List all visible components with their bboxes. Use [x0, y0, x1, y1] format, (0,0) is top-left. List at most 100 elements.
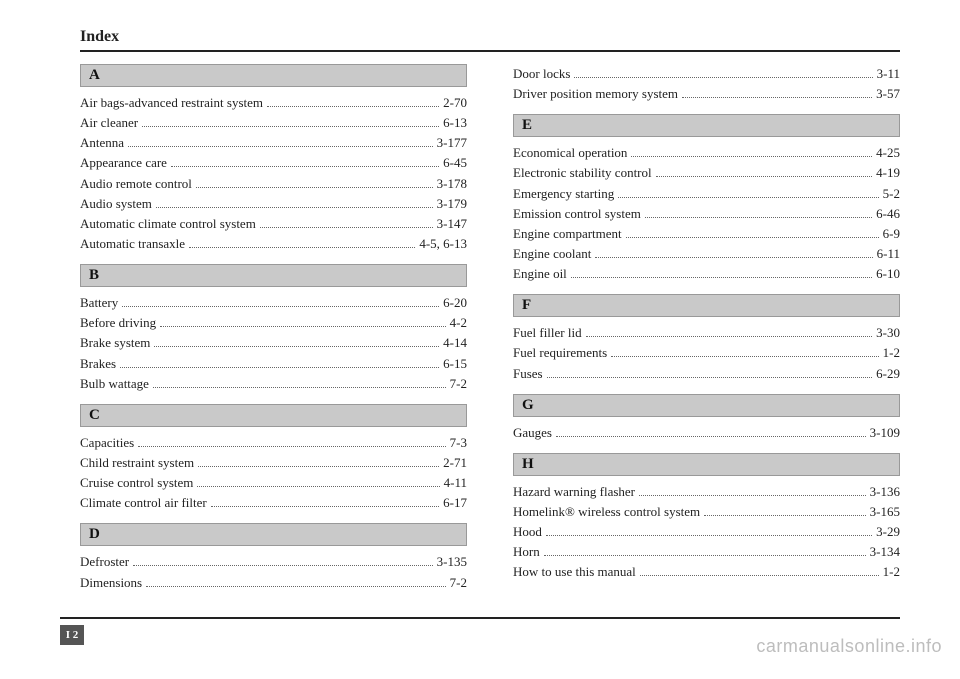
index-entry: Bulb wattage 7-2 — [80, 374, 467, 394]
entry-label: Fuel filler lid — [513, 323, 582, 343]
entry-leader-dots — [656, 176, 873, 177]
entry-leader-dots — [197, 486, 439, 487]
index-section: F Fuel filler lid 3-30Fuel requirements1-2… — [513, 294, 900, 383]
entry-leader-dots — [156, 207, 433, 208]
entry-leader-dots — [556, 436, 866, 437]
entry-page: 3-147 — [437, 214, 467, 234]
index-entry: Air cleaner 6-13 — [80, 113, 467, 133]
entry-leader-dots — [544, 555, 866, 556]
index-entry: Child restraint system 2-71 — [80, 453, 467, 473]
entry-leader-dots — [626, 237, 879, 238]
entry-label: How to use this manual — [513, 562, 636, 582]
entry-page: 6-45 — [443, 153, 467, 173]
entry-page: 2-70 — [443, 93, 467, 113]
entry-page: 7-3 — [450, 433, 467, 453]
index-entry: Engine coolant 6-11 — [513, 244, 900, 264]
entry-label: Antenna — [80, 133, 124, 153]
index-entry: Emergency starting5-2 — [513, 184, 900, 204]
entry-label: Brake system — [80, 333, 150, 353]
entry-leader-dots — [704, 515, 866, 516]
entry-leader-dots — [133, 565, 433, 566]
entry-leader-dots — [595, 257, 872, 258]
index-section: HHazard warning flasher3-136Homelink® wi… — [513, 453, 900, 583]
entry-label: Driver position memory system — [513, 84, 678, 104]
entry-page: 3-136 — [870, 482, 900, 502]
entry-page: 4-25 — [876, 143, 900, 163]
entry-page: 3-30 — [876, 323, 900, 343]
entry-label: Hood — [513, 522, 542, 542]
index-entry: Engine compartment6-9 — [513, 224, 900, 244]
entry-label: Audio system — [80, 194, 152, 214]
entry-label: Child restraint system — [80, 453, 194, 473]
entry-page: 4-14 — [443, 333, 467, 353]
index-section: Door locks3-11Driver position memory sys… — [513, 64, 900, 104]
entry-label: Automatic climate control system — [80, 214, 256, 234]
index-entry: Climate control air filter6-17 — [80, 493, 467, 513]
entry-label: Automatic transaxle — [80, 234, 185, 254]
entry-leader-dots — [631, 156, 872, 157]
watermark-text: carmanualsonline.info — [756, 636, 942, 657]
entry-page: 6-9 — [883, 224, 900, 244]
entry-leader-dots — [267, 106, 439, 107]
index-entry: Driver position memory system3-57 — [513, 84, 900, 104]
entry-label: Before driving — [80, 313, 156, 333]
entry-leader-dots — [171, 166, 439, 167]
entry-page: 7-2 — [450, 573, 467, 593]
index-section: DDefroster3-135Dimensions7-2 — [80, 523, 467, 592]
entry-leader-dots — [640, 575, 879, 576]
index-section: AAir bags-advanced restraint system2-70A… — [80, 64, 467, 254]
entry-leader-dots — [154, 346, 439, 347]
entry-leader-dots — [160, 326, 445, 327]
section-letter: B — [80, 264, 467, 287]
entry-label: Engine coolant — [513, 244, 591, 264]
entry-page: 4-5, 6-13 — [419, 234, 467, 254]
entry-page: 3-177 — [437, 133, 467, 153]
index-entry: Gauges3-109 — [513, 423, 900, 443]
entry-label: Air cleaner — [80, 113, 138, 133]
entry-leader-dots — [618, 197, 878, 198]
entry-page: 3-11 — [877, 64, 900, 84]
entry-label: Bulb wattage — [80, 374, 149, 394]
entry-page: 3-178 — [437, 174, 467, 194]
index-entry: Economical operation4-25 — [513, 143, 900, 163]
entry-label: Defroster — [80, 552, 129, 572]
entry-leader-dots — [574, 77, 872, 78]
entry-leader-dots — [153, 387, 446, 388]
footer-rule — [60, 617, 900, 619]
entry-leader-dots — [122, 306, 439, 307]
index-entry: Automatic climate control system 3-147 — [80, 214, 467, 234]
index-entry: Fuel requirements1-2 — [513, 343, 900, 363]
entry-label: Battery — [80, 293, 118, 313]
index-entry: Engine oil6-10 — [513, 264, 900, 284]
entry-page: 6-13 — [443, 113, 467, 133]
index-section: BBattery6-20Before driving4-2Brake syste… — [80, 264, 467, 394]
index-page: Index AAir bags-advanced restraint syste… — [0, 0, 960, 679]
entry-label: Emergency starting — [513, 184, 614, 204]
entry-page: 2-71 — [443, 453, 467, 473]
entry-leader-dots — [645, 217, 872, 218]
index-entry: Antenna 3-177 — [80, 133, 467, 153]
index-entry: Door locks3-11 — [513, 64, 900, 84]
index-entry: Capacities7-3 — [80, 433, 467, 453]
index-entry: Fuel filler lid 3-30 — [513, 323, 900, 343]
index-entry: Horn 3-134 — [513, 542, 900, 562]
entry-page: 3-134 — [870, 542, 900, 562]
index-section: CCapacities7-3Child restraint system2-71… — [80, 404, 467, 514]
entry-leader-dots — [211, 506, 439, 507]
entry-label: Horn — [513, 542, 540, 562]
entry-label: Cruise control system — [80, 473, 193, 493]
section-letter: G — [513, 394, 900, 417]
entry-leader-dots — [547, 377, 873, 378]
entry-page: 6-11 — [877, 244, 900, 264]
entry-page: 1-2 — [883, 562, 900, 582]
entry-leader-dots — [546, 535, 872, 536]
entry-label: Fuses — [513, 364, 543, 384]
index-section: EEconomical operation4-25Electronic stab… — [513, 114, 900, 284]
entry-leader-dots — [682, 97, 872, 98]
entry-page: 6-15 — [443, 354, 467, 374]
entry-leader-dots — [128, 146, 433, 147]
entry-page: 7-2 — [450, 374, 467, 394]
section-letter: F — [513, 294, 900, 317]
index-entry: Appearance care6-45 — [80, 153, 467, 173]
entry-label: Homelink® wireless control system — [513, 502, 700, 522]
